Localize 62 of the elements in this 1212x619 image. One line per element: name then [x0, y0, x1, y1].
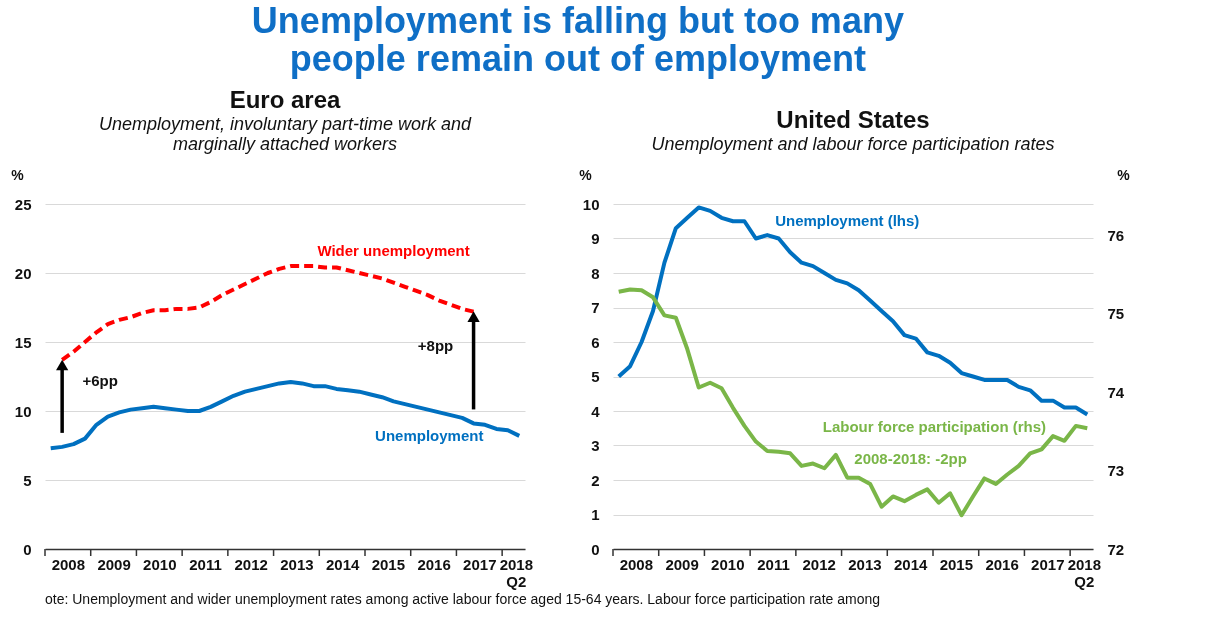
- chart-subtitle: Unemployment and labour force participation rates: [651, 134, 1055, 154]
- x-tick-label: 2011: [189, 555, 222, 573]
- y-tick-label: 1: [591, 506, 600, 523]
- y2-axis-title: %: [1117, 166, 1131, 183]
- y-tick-label: 6: [591, 333, 600, 351]
- x-tick-label: 2010: [143, 555, 177, 573]
- x-tick-label: 2012: [234, 555, 268, 573]
- x-tick-label: 2011: [757, 555, 790, 573]
- x-tick-label: 2012: [802, 555, 836, 573]
- x-tick-label: 2008: [619, 555, 654, 573]
- x-tick-label: 2016: [985, 555, 1019, 573]
- series-label: Labour force participation (rhs): [822, 418, 1047, 436]
- line-series: [616, 205, 1090, 417]
- y-tick-label: 8: [591, 264, 600, 282]
- annotation: +8pp: [417, 336, 454, 354]
- chart-title: United States: [776, 106, 930, 133]
- x-tick-label: 2018 Q2: [1067, 555, 1102, 590]
- chart-title: Euro area: [229, 86, 342, 113]
- text: Unemployment is falling but too many people remain out of employment: [251, 0, 904, 79]
- x-tick-label: 2015: [371, 555, 406, 573]
- y2-tick-label: 74: [1107, 383, 1125, 401]
- y-tick-label: 15: [14, 333, 32, 351]
- x-tick-label: 2010: [711, 555, 745, 573]
- x-tick-label: 2016: [417, 555, 451, 573]
- x-tick-label: 2013: [280, 555, 314, 573]
- y-axis-title: %: [11, 166, 25, 183]
- y-tick-label: 2: [591, 471, 600, 489]
- y-tick-label: 0: [23, 540, 32, 558]
- x-tick-label: 2009: [97, 555, 131, 573]
- x-tick-label: 2018 Q2: [499, 555, 534, 590]
- y-tick-label: 10: [582, 195, 600, 213]
- series-label: Unemployment: [375, 427, 484, 445]
- x-tick-label: 2008: [51, 555, 86, 573]
- x-tick-label: 2017: [463, 555, 497, 573]
- x-tick-label: 2013: [848, 555, 882, 573]
- y2-tick-label: 73: [1107, 462, 1125, 480]
- x-tick-label: 2017: [1031, 555, 1065, 573]
- y-tick-label: 20: [14, 264, 32, 282]
- annotation: 2008-2018: -2pp: [854, 450, 967, 468]
- chart-subtitle: Unemployment, involuntary part-time work and marginally attached workers: [98, 114, 473, 154]
- y-tick-label: 10: [14, 402, 32, 420]
- y-tick-label: 7: [591, 299, 600, 316]
- annotation: +6pp: [82, 372, 118, 390]
- y2-tick-label: 76: [1107, 226, 1125, 244]
- series-label: Unemployment (lhs): [775, 212, 920, 230]
- x-tick-label: 2015: [939, 555, 974, 573]
- y2-tick-label: 75: [1107, 305, 1125, 323]
- y-tick-label: 0: [591, 540, 600, 558]
- y-tick-label: 5: [23, 471, 32, 489]
- series-label: Wider unemployment: [317, 241, 470, 259]
- y-tick-label: 25: [14, 195, 32, 213]
- y-tick-label: 5: [591, 368, 600, 385]
- y2-tick-label: 72: [1107, 540, 1125, 558]
- x-tick-label: 2014: [325, 555, 360, 573]
- text: ote: Unemployment and wider unemployment rates among active labour force aged 15-64 years. Labour force participation rate among: [45, 591, 881, 607]
- y-tick-label: 4: [591, 402, 601, 420]
- y-tick-label: 9: [591, 230, 600, 247]
- x-tick-label: 2009: [665, 555, 699, 573]
- line-series: [616, 287, 1090, 518]
- x-tick-label: 2014: [893, 555, 928, 573]
- y-axis-title: %: [579, 166, 593, 183]
- y-tick-label: 3: [591, 437, 600, 454]
